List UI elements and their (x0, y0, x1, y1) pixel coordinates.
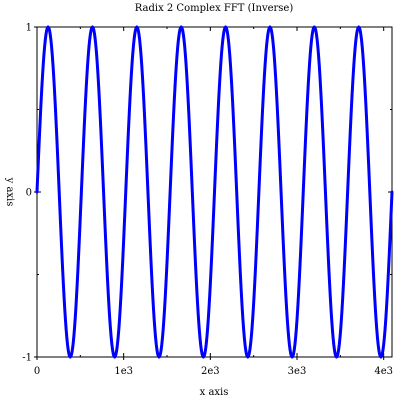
x-tick-label: 4e3 (374, 366, 393, 377)
x-tick-label: 2e3 (201, 366, 220, 377)
x-tick-label: 3e3 (288, 366, 307, 377)
x-axis-label: x axis (200, 387, 229, 398)
series-layer (35, 25, 394, 359)
series-line-1 (35, 25, 394, 359)
y-axis-label: y axis (4, 177, 15, 207)
tick-labels: 0 1e3 2e3 3e3 4e3-101 (22, 23, 393, 378)
tick-marks (34, 26, 392, 360)
y-tick-label: -1 (22, 353, 32, 364)
y-tick-label: 0 (26, 188, 32, 199)
y-tick-label: 1 (26, 23, 32, 34)
x-tick-label: 1e3 (114, 366, 133, 377)
chart-title: Radix 2 Complex FFT (Inverse) (135, 3, 294, 14)
x-tick-label: 0 (34, 366, 40, 377)
